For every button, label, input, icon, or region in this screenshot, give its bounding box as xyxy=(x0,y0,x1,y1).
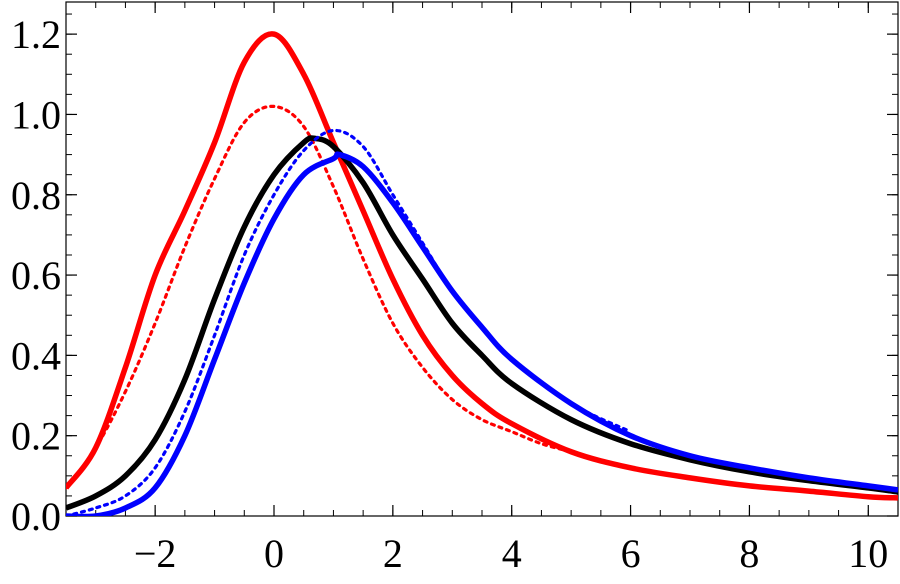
x-tick-label: 6 xyxy=(621,531,641,576)
series-line-1 xyxy=(66,104,573,490)
x-tick-label: 0 xyxy=(264,531,284,576)
series-line-2 xyxy=(66,135,898,511)
x-tick-label: 2 xyxy=(383,531,403,576)
major-tick-marks xyxy=(66,2,898,517)
x-tick-label: 8 xyxy=(739,531,759,576)
y-tick-label: 0.2 xyxy=(11,414,61,459)
y-tick-label: 1.2 xyxy=(11,12,61,57)
series-line-4 xyxy=(66,151,898,516)
y-tick-label: 0.6 xyxy=(11,253,61,298)
y-tick-label: 0.8 xyxy=(11,173,61,218)
series-layer xyxy=(66,31,898,516)
x-tick-label: 10 xyxy=(848,531,888,576)
y-axis-tick-labels: 0.0 0.2 0.4 0.6 0.8 1.0 1.2 xyxy=(11,12,61,539)
x-tick-label: 4 xyxy=(502,531,522,576)
y-tick-label: 1.0 xyxy=(11,92,61,137)
minor-tick-marks xyxy=(65,2,899,517)
y-tick-label: 0.0 xyxy=(11,494,61,539)
series-line-3 xyxy=(66,128,633,516)
y-tick-label: 0.4 xyxy=(11,333,61,378)
x-tick-label: −2 xyxy=(134,531,177,576)
x-axis-tick-labels: −2 0 2 4 6 8 10 xyxy=(134,531,888,576)
plot-frame xyxy=(65,1,899,517)
series-line-0 xyxy=(66,31,898,501)
